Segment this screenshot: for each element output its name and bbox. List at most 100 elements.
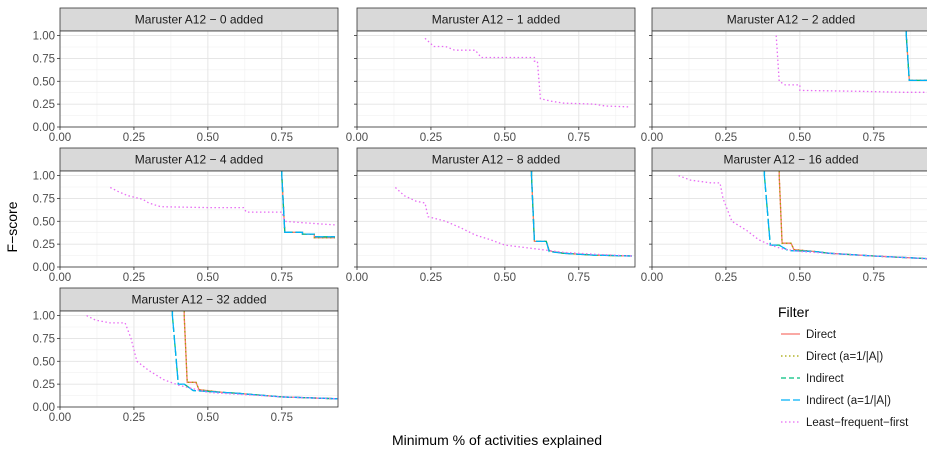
plot-background xyxy=(357,171,635,267)
panel-border xyxy=(59,30,339,128)
y-tick-label: 1.00 xyxy=(33,311,55,323)
x-tick-label: 0.00 xyxy=(346,272,368,284)
panel-border xyxy=(59,170,339,268)
x-tick-label: 0.50 xyxy=(789,132,811,144)
y-tick-label: 0.75 xyxy=(33,193,55,205)
x-tick-label: 0.50 xyxy=(789,272,811,284)
y-axis-title: F−score xyxy=(4,201,20,252)
x-axis-title: Minimum % of activities explained xyxy=(392,432,602,448)
x-tick-label: 0.00 xyxy=(49,272,71,284)
series-line xyxy=(775,35,927,93)
y-tick-label: 0.25 xyxy=(33,99,55,111)
y-tick-label: 0.25 xyxy=(33,239,55,251)
x-tick-label: 0.75 xyxy=(863,132,885,144)
panel-border xyxy=(59,310,339,408)
x-tick-label: 0.00 xyxy=(346,132,368,144)
panel-border xyxy=(356,170,636,268)
series-group xyxy=(394,171,633,257)
plot-background xyxy=(652,171,927,267)
legend-item: Indirect xyxy=(781,373,845,385)
y-tick-label: 0.00 xyxy=(33,402,55,414)
facet-title: Maruster A12 − 16 added xyxy=(723,153,858,167)
facet-panel: Maruster A12 − 8 added 0.00 0.25 0.50 0.75 xyxy=(346,147,636,284)
facet-title: Maruster A12 − 4 added xyxy=(135,153,263,167)
facet-panel: Maruster A12 − 32 added 0.00 0.25 0.50 0.75 0… xyxy=(33,287,339,424)
x-tick-label: 0.00 xyxy=(49,412,71,424)
y-tick-label: 1.00 xyxy=(33,31,55,43)
series-group xyxy=(678,171,927,260)
facet-panel: Maruster A12 − 16 added 0.00 0.25 0.50 0.75 xyxy=(641,147,927,284)
facet-title: Maruster A12 − 32 added xyxy=(131,293,266,307)
legend-item: Direct xyxy=(781,329,837,341)
facet-panel: Maruster A12 − 2 added 0.00 0.25 0.50 0.75 xyxy=(641,7,927,144)
legend-label: Direct xyxy=(806,329,837,341)
x-tick-label: 0.00 xyxy=(49,132,71,144)
facet-panel: Maruster A12 − 1 added 0.00 0.25 0.50 0.75 xyxy=(346,7,636,144)
y-tick-label: 0.25 xyxy=(33,379,55,391)
facet-title: Maruster A12 − 8 added xyxy=(432,153,560,167)
facet-title: Maruster A12 − 2 added xyxy=(727,13,855,27)
series-line xyxy=(171,311,338,400)
y-tick-label: 0.00 xyxy=(33,122,55,134)
x-tick-label: 0.50 xyxy=(494,272,516,284)
plot-background xyxy=(652,31,927,127)
plot-background xyxy=(60,171,338,267)
legend-item: Indirect (a=1/|A|) xyxy=(781,395,891,407)
legend-item: Least−frequent−first xyxy=(781,417,909,429)
x-tick-label: 0.25 xyxy=(715,132,737,144)
series-group xyxy=(86,311,338,400)
legend-item: Direct (a=1/|A|) xyxy=(781,351,883,363)
y-tick-label: 0.75 xyxy=(33,53,55,65)
series-line xyxy=(394,187,633,257)
y-tick-label: 0.75 xyxy=(33,333,55,345)
x-tick-label: 0.25 xyxy=(123,412,145,424)
x-tick-label: 0.50 xyxy=(197,272,219,284)
legend: Filter Direct Direct (a=1/|A|) Indirect Indi… xyxy=(778,304,909,429)
x-tick-label: 0.75 xyxy=(568,272,590,284)
series-line xyxy=(281,171,335,238)
series-group xyxy=(110,171,336,239)
y-tick-label: 0.50 xyxy=(33,76,55,88)
facet-panel: Maruster A12 − 4 added 0.00 0.25 0.50 0.75 0.… xyxy=(33,147,339,284)
y-tick-label: 1.00 xyxy=(33,171,55,183)
x-tick-label: 0.75 xyxy=(271,412,293,424)
series-line xyxy=(530,171,633,257)
facet-panel: Maruster A12 − 0 added 0.00 0.25 0.50 0.75 0.… xyxy=(33,7,339,144)
x-tick-label: 0.00 xyxy=(641,272,663,284)
x-tick-label: 0.50 xyxy=(197,412,219,424)
legend-label: Indirect (a=1/|A|) xyxy=(806,395,891,407)
x-tick-label: 0.75 xyxy=(863,272,885,284)
panel-border xyxy=(356,30,636,128)
x-tick-label: 0.25 xyxy=(420,132,442,144)
y-tick-label: 0.00 xyxy=(33,262,55,274)
plot-background xyxy=(60,311,338,407)
x-tick-label: 0.50 xyxy=(494,132,516,144)
facet-title: Maruster A12 − 0 added xyxy=(135,13,263,27)
plot-background xyxy=(60,31,338,127)
legend-label: Direct (a=1/|A|) xyxy=(806,351,883,363)
facet-title: Maruster A12 − 1 added xyxy=(432,13,560,27)
series-group xyxy=(775,31,927,93)
x-tick-label: 0.25 xyxy=(420,272,442,284)
legend-title: Filter xyxy=(778,304,809,320)
plot-background xyxy=(357,31,635,127)
series-line xyxy=(110,186,336,226)
x-tick-label: 0.00 xyxy=(641,132,663,144)
series-line xyxy=(424,37,630,108)
x-tick-label: 0.25 xyxy=(715,272,737,284)
series-line xyxy=(905,31,927,82)
series-line xyxy=(763,171,927,260)
y-tick-label: 0.50 xyxy=(33,356,55,368)
x-tick-label: 0.75 xyxy=(271,132,293,144)
legend-label: Least−frequent−first xyxy=(806,417,909,429)
panel-border xyxy=(651,170,927,268)
panel-border xyxy=(651,30,927,128)
x-tick-label: 0.75 xyxy=(271,272,293,284)
x-tick-label: 0.25 xyxy=(123,132,145,144)
y-tick-label: 0.50 xyxy=(33,216,55,228)
x-tick-label: 0.75 xyxy=(568,132,590,144)
x-tick-label: 0.25 xyxy=(123,272,145,284)
legend-label: Indirect xyxy=(806,373,845,385)
